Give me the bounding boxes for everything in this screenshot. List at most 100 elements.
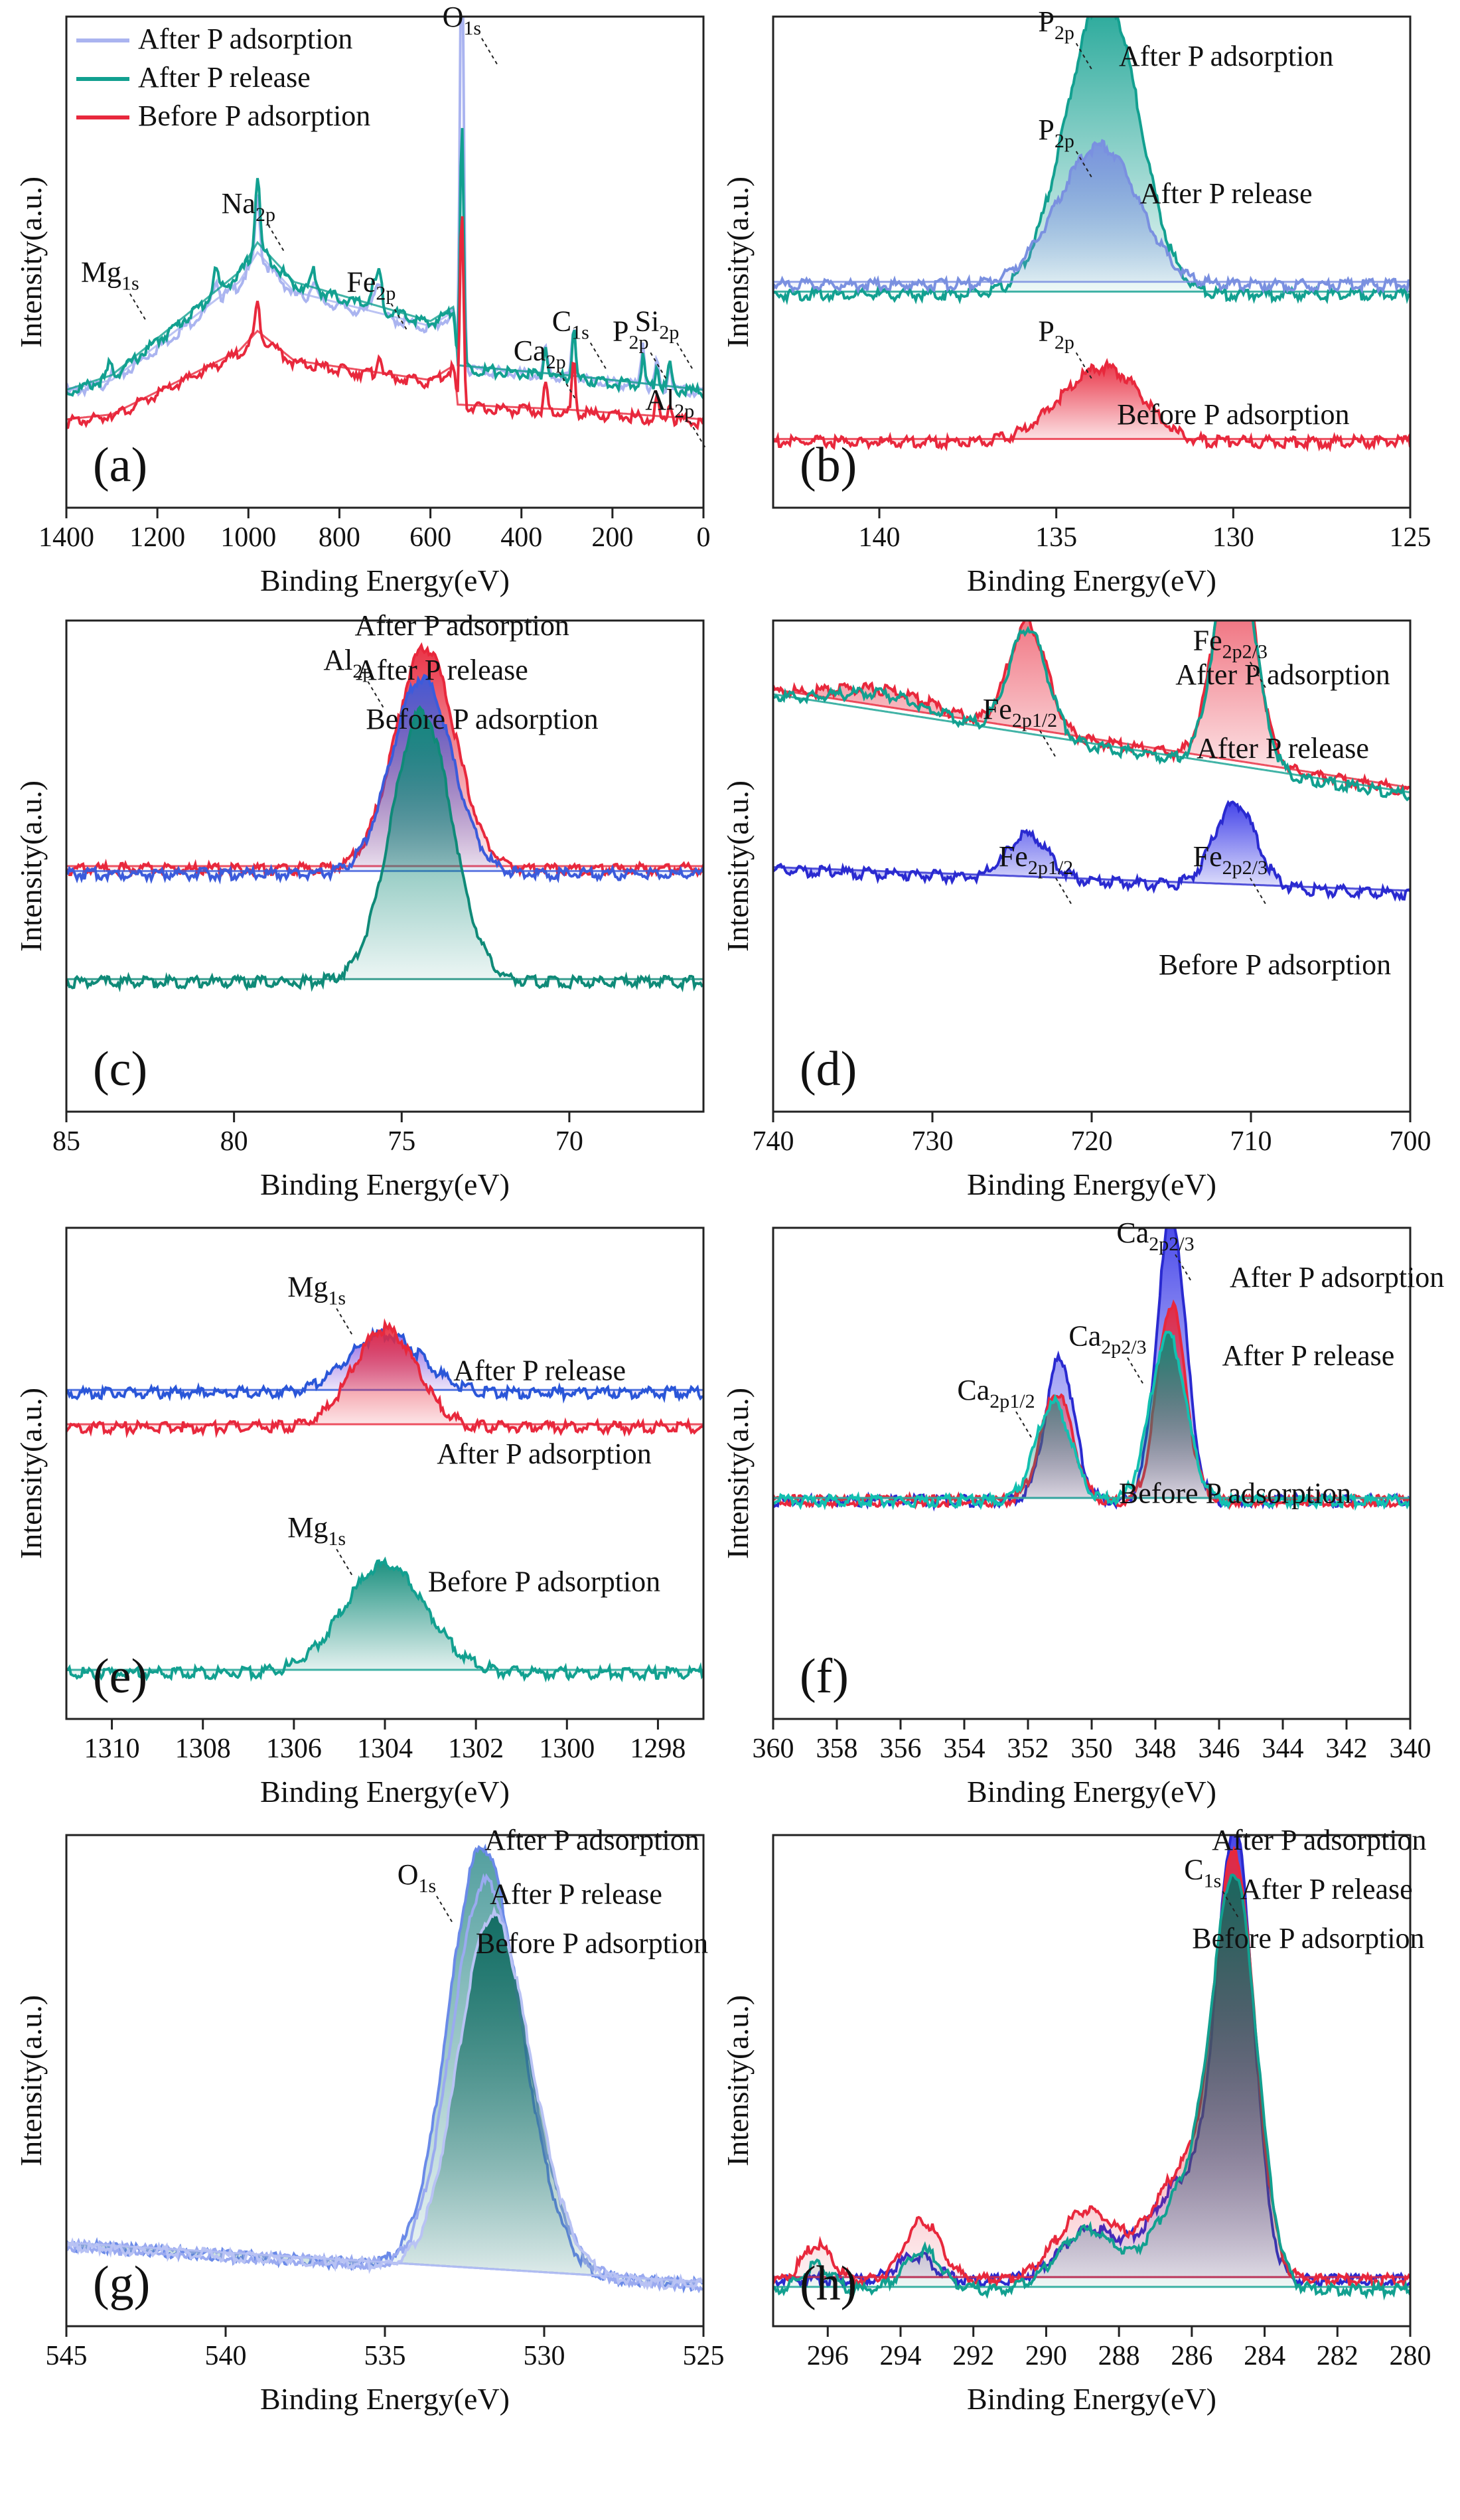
series-fill-e-1 — [66, 1323, 703, 1434]
x-tick-label-h-6: 284 — [1244, 2341, 1285, 2371]
x-tick-label-a-4: 600 — [409, 522, 451, 553]
annotation-a-0: O1s — [443, 1, 481, 39]
annotation-leader-a-4 — [559, 372, 577, 401]
axes-frame-f — [772, 1226, 1412, 1720]
x-tick-label-d-2: 720 — [1071, 1126, 1113, 1157]
annotation-subscript: 1s — [328, 1528, 346, 1550]
series-line-f-2 — [773, 1330, 1410, 1511]
series-line-c-2 — [66, 705, 703, 993]
x-tick-label-d-4: 700 — [1390, 1126, 1431, 1157]
annotation-leader-a-8 — [689, 421, 707, 450]
annotation-leader-a-0 — [481, 38, 499, 67]
series-line-f-1 — [773, 1299, 1410, 1511]
series-line-g-0 — [66, 1843, 703, 2294]
annotation-f-5: Before P adsorption — [1119, 1477, 1351, 1509]
series-line-c-1 — [66, 674, 703, 885]
annotation-e-2: After P adsorption — [437, 1438, 651, 1470]
annotation-subscript: 2p — [1055, 130, 1074, 152]
plot-area-c — [66, 642, 703, 993]
legend-label-0: After P adsorption — [138, 23, 352, 55]
x-axis-label-a: Binding Energy(eV) — [260, 563, 510, 597]
annotation-subscript: 2p — [376, 282, 396, 304]
x-axis-label-c: Binding Energy(eV) — [260, 1167, 510, 1201]
annotation-a-2: Mg1s — [81, 256, 139, 295]
y-axis-label-c: Intensity(a.u.) — [14, 780, 48, 952]
x-tick-label-e-4: 1302 — [448, 1734, 504, 1764]
x-tick-label-h-4: 288 — [1098, 2341, 1140, 2371]
series-line-h-1 — [773, 1846, 1410, 2292]
annotation-a-5: C1s — [552, 305, 589, 344]
y-axis-label-b: Intensity(a.u.) — [721, 177, 755, 348]
x-tick-label-c-0: 85 — [52, 1126, 80, 1157]
annotation-subscript: 2p2/3 — [1222, 857, 1268, 879]
annotation-e-0: Mg1s — [287, 1271, 346, 1309]
series-fill-h-1 — [773, 1848, 1410, 2286]
panel-a: 1400 1200 1000 800 600 400 200 0 Binding Energy(… — [14, 1, 711, 597]
x-tick-label-f-10: 340 — [1390, 1734, 1431, 1764]
legend-label-2: Before P adsorption — [138, 100, 370, 132]
annotation-subscript: 1s — [1204, 1870, 1222, 1892]
x-tick-label-f-2: 356 — [880, 1734, 922, 1764]
plot-area-f — [773, 1228, 1410, 1512]
annotation-subscript: 2p — [1055, 22, 1074, 44]
x-tick-label-d-3: 710 — [1230, 1126, 1272, 1157]
annotation-f-2: Ca2p2/3 — [1068, 1320, 1146, 1359]
series-line-b-2 — [773, 358, 1410, 453]
panel-c: 85 80 75 70 Binding Energy(eV) Intensity(a.u.… — [14, 609, 705, 1201]
annotation-subscript: 2p — [659, 322, 679, 344]
x-tick-label-f-1: 358 — [816, 1734, 858, 1764]
annotation-leader-e-0 — [336, 1308, 354, 1337]
plot-area-a — [66, 17, 703, 431]
x-tick-label-a-2: 1000 — [220, 522, 276, 553]
annotation-leader-b-4 — [1075, 352, 1094, 381]
panel-label-h: (h) — [800, 2257, 857, 2311]
annotation-b-3: After P release — [1140, 177, 1313, 210]
annotation-d-2: After P adsorption — [1175, 658, 1390, 691]
annotation-leader-c-0 — [367, 681, 386, 710]
annotation-a-1: Na2p — [222, 187, 275, 226]
plot-area-h — [773, 1835, 1410, 2301]
axes-frame-h — [772, 1834, 1412, 2328]
x-tick-label-d-0: 740 — [753, 1126, 794, 1157]
annotation-leader-a-3 — [390, 303, 409, 332]
x-axis-label-h: Binding Energy(eV) — [967, 2382, 1216, 2416]
panel-d: 740 730 720 710 700 Binding Energy(eV) Intensi… — [721, 619, 1431, 1201]
annotation-g-0: After P adsorption — [484, 1824, 699, 1856]
annotation-h-2: After P release — [1240, 1873, 1413, 1905]
annotation-h-1: C1s — [1184, 1854, 1221, 1892]
annotation-a-4: Ca2p — [514, 334, 566, 373]
annotation-subscript: 2p — [674, 400, 694, 422]
legend-label-1: After P release — [138, 61, 311, 94]
annotation-leader-d-5 — [1249, 877, 1268, 907]
series-line-b-1 — [773, 139, 1410, 295]
annotation-e-3: Mg1s — [287, 1511, 346, 1550]
x-tick-label-f-6: 348 — [1135, 1734, 1177, 1764]
series-fill-e-2 — [66, 1560, 703, 1679]
annotation-b-4: P2p — [1038, 315, 1074, 353]
annotation-b-5: Before P adsorption — [1117, 398, 1349, 431]
y-axis-label-f: Intensity(a.u.) — [721, 1388, 755, 1559]
x-tick-label-h-1: 294 — [880, 2341, 922, 2371]
annotation-e-1: After P release — [453, 1354, 626, 1386]
annotation-subscript: 2p1/2 — [1028, 857, 1073, 879]
annotation-leader-a-7 — [676, 342, 694, 372]
annotation-leader-d-0 — [1039, 730, 1057, 759]
series-line-d-1 — [773, 621, 1410, 802]
annotation-f-4: Ca2p1/2 — [957, 1374, 1035, 1412]
panel-f: 360 358 356 354 352 350 348 346 344 342 340 Binding… — [721, 1217, 1444, 1809]
annotation-subscript: 1s — [463, 17, 481, 39]
y-axis-label-a: Intensity(a.u.) — [14, 177, 48, 348]
panel-label-g: (g) — [93, 2257, 150, 2311]
series-fill-b-1 — [773, 141, 1410, 291]
x-tick-label-a-7: 0 — [697, 522, 711, 553]
annotation-subscript: 2p2/3 — [1101, 1337, 1146, 1359]
panel-label-a: (a) — [93, 438, 147, 492]
x-tick-label-c-2: 75 — [388, 1126, 415, 1157]
series-line-g-2 — [66, 1905, 703, 2292]
series-fill-g-2 — [66, 1910, 703, 2289]
panel-b: 140 135 130 125 Binding Energy(eV) Intensity(… — [721, 5, 1431, 597]
annotation-subscript: 2p — [629, 331, 649, 353]
annotation-c-1: After P adsorption — [354, 609, 569, 642]
annotation-subscript: 1s — [571, 322, 589, 344]
panel-label-e: (e) — [93, 1649, 147, 1704]
